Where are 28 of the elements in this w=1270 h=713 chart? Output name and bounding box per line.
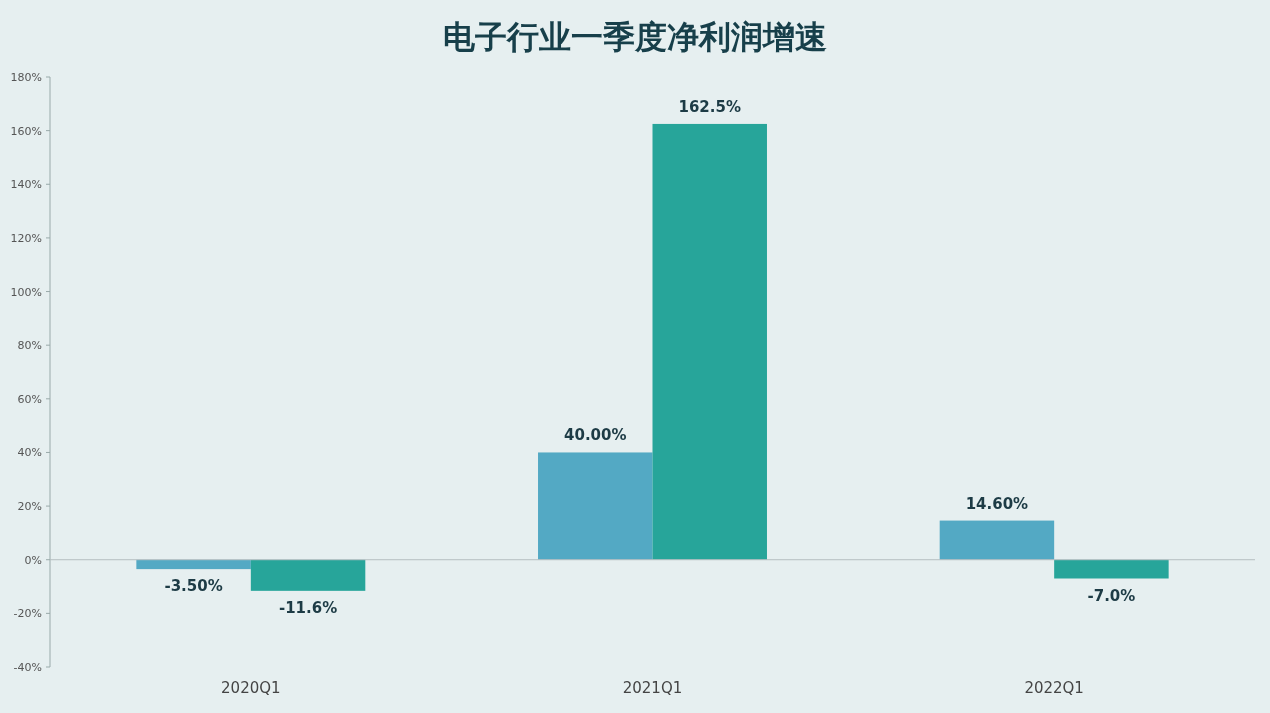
y-tick-label: 80% <box>17 339 42 353</box>
y-tick-label: 100% <box>10 285 42 299</box>
data-label: -3.50% <box>164 577 223 596</box>
y-tick-label: 180% <box>10 71 42 84</box>
data-label: 40.00% <box>564 426 627 445</box>
bar <box>250 559 366 591</box>
data-label: 162.5% <box>678 97 741 116</box>
data-label: 14.60% <box>965 494 1029 513</box>
y-tick-label: -20% <box>13 607 42 621</box>
y-tick-label: 20% <box>17 500 42 514</box>
bar <box>1054 559 1169 579</box>
y-tick-label: 160% <box>10 124 42 138</box>
y-tick-label: 60% <box>17 392 42 406</box>
data-label: -7.0% <box>1087 586 1136 605</box>
y-tick-label: -40% <box>13 661 42 674</box>
data-label: -11.6% <box>278 598 338 617</box>
x-tick-label: 2021Q1 <box>622 679 683 697</box>
bar <box>652 123 767 560</box>
y-tick-label: 40% <box>17 446 42 460</box>
y-tick-label: 120% <box>10 231 42 245</box>
bar <box>538 452 653 560</box>
y-tick-label: 0% <box>24 553 42 567</box>
bar <box>136 559 251 570</box>
bar <box>939 520 1055 560</box>
x-tick-label: 2022Q1 <box>1024 679 1084 697</box>
y-tick-label: 140% <box>10 178 42 192</box>
chart-title: 电子行业一季度净利润增速 <box>443 18 827 56</box>
x-tick-label: 2020Q1 <box>221 679 281 697</box>
